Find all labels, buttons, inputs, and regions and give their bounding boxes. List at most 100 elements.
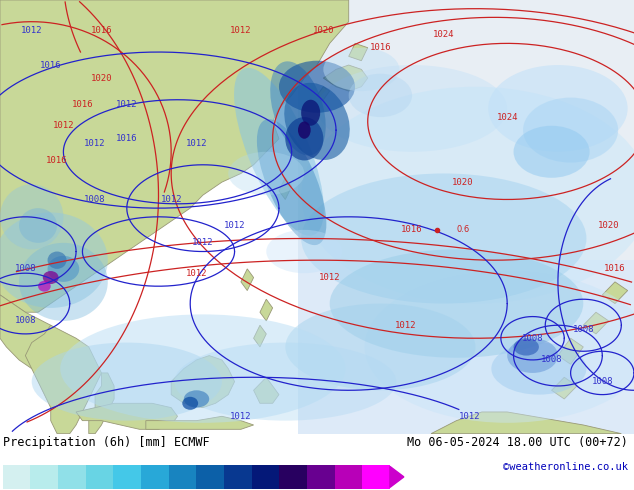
Ellipse shape [284, 83, 350, 160]
Ellipse shape [174, 343, 396, 420]
Bar [224, 465, 252, 489]
Ellipse shape [257, 119, 327, 245]
Ellipse shape [38, 281, 51, 292]
Bar [169, 465, 196, 489]
Polygon shape [323, 65, 368, 91]
Ellipse shape [507, 338, 558, 373]
Ellipse shape [330, 249, 583, 358]
Ellipse shape [298, 122, 311, 139]
Text: 1016: 1016 [72, 99, 93, 109]
Text: 1012: 1012 [319, 273, 340, 282]
Ellipse shape [19, 208, 57, 243]
Ellipse shape [183, 397, 198, 410]
Ellipse shape [48, 256, 79, 282]
Text: 1020: 1020 [91, 74, 112, 82]
Polygon shape [0, 295, 89, 382]
Polygon shape [171, 356, 235, 408]
Text: 1024: 1024 [433, 30, 455, 39]
Text: 1012: 1012 [186, 139, 207, 147]
Polygon shape [349, 44, 368, 61]
Ellipse shape [228, 152, 304, 195]
Text: 1012: 1012 [53, 121, 74, 130]
Ellipse shape [285, 117, 323, 160]
Polygon shape [260, 299, 273, 321]
Text: 1012: 1012 [84, 139, 106, 147]
Text: 1020: 1020 [452, 178, 474, 187]
Text: 1016: 1016 [91, 26, 112, 35]
Bar [298, 260, 634, 434]
Text: 1008: 1008 [573, 325, 594, 334]
Text: 1020: 1020 [598, 221, 619, 230]
Polygon shape [241, 269, 254, 291]
Ellipse shape [285, 303, 476, 390]
Polygon shape [317, 87, 330, 100]
Text: 1008: 1008 [15, 265, 36, 273]
Ellipse shape [279, 61, 355, 113]
Text: 0.6: 0.6 [456, 225, 470, 234]
Text: 1012: 1012 [395, 321, 417, 330]
Text: 1016: 1016 [370, 43, 391, 52]
Bar [58, 465, 86, 489]
Polygon shape [254, 325, 266, 347]
Text: 1016: 1016 [116, 134, 138, 143]
Ellipse shape [32, 343, 222, 420]
Polygon shape [25, 325, 101, 434]
Ellipse shape [523, 98, 618, 163]
Ellipse shape [60, 315, 346, 423]
Text: 1016: 1016 [401, 225, 423, 234]
Polygon shape [146, 416, 254, 429]
Ellipse shape [488, 65, 628, 152]
Ellipse shape [0, 184, 63, 249]
Ellipse shape [323, 48, 399, 91]
Ellipse shape [301, 87, 634, 303]
Ellipse shape [266, 230, 342, 273]
Ellipse shape [270, 61, 326, 155]
Bar [196, 465, 224, 489]
Text: 1012: 1012 [458, 412, 480, 421]
Ellipse shape [317, 65, 507, 152]
Ellipse shape [19, 243, 108, 321]
Text: Precipitation (6h) [mm] ECMWF: Precipitation (6h) [mm] ECMWF [3, 437, 210, 449]
Polygon shape [279, 178, 292, 199]
Polygon shape [583, 312, 609, 334]
Text: 1012: 1012 [186, 269, 207, 278]
Text: 1012: 1012 [230, 26, 252, 35]
Polygon shape [89, 373, 114, 434]
Text: 1012: 1012 [21, 26, 42, 35]
Text: 1016: 1016 [46, 156, 68, 165]
Text: 1008: 1008 [15, 317, 36, 325]
Ellipse shape [0, 213, 108, 308]
Bar [141, 465, 169, 489]
Bar [307, 465, 335, 489]
Text: Mo 06-05-2024 18.00 UTC (00+72): Mo 06-05-2024 18.00 UTC (00+72) [407, 437, 628, 449]
Ellipse shape [48, 251, 67, 269]
Text: 1008: 1008 [592, 377, 613, 386]
Bar [113, 465, 141, 489]
Polygon shape [602, 282, 628, 304]
Text: 1012: 1012 [224, 221, 245, 230]
Ellipse shape [514, 126, 590, 178]
Polygon shape [76, 403, 178, 429]
Polygon shape [390, 466, 404, 488]
Ellipse shape [234, 68, 324, 236]
Text: 1008: 1008 [84, 195, 106, 204]
Text: 1012: 1012 [160, 195, 182, 204]
Polygon shape [431, 412, 621, 434]
Polygon shape [552, 377, 577, 399]
Text: 1012: 1012 [230, 412, 252, 421]
Text: 1012: 1012 [192, 238, 214, 247]
Text: 1020: 1020 [313, 26, 334, 35]
Ellipse shape [184, 390, 209, 408]
Bar [298, 0, 634, 260]
Polygon shape [0, 0, 349, 312]
Bar [3, 465, 30, 489]
Text: 1016: 1016 [604, 265, 626, 273]
Ellipse shape [514, 338, 539, 356]
Ellipse shape [301, 173, 586, 304]
Bar [335, 465, 362, 489]
Text: 1012: 1012 [116, 99, 138, 109]
Ellipse shape [301, 100, 320, 126]
Ellipse shape [365, 271, 634, 423]
Ellipse shape [491, 343, 586, 394]
Polygon shape [254, 377, 279, 403]
